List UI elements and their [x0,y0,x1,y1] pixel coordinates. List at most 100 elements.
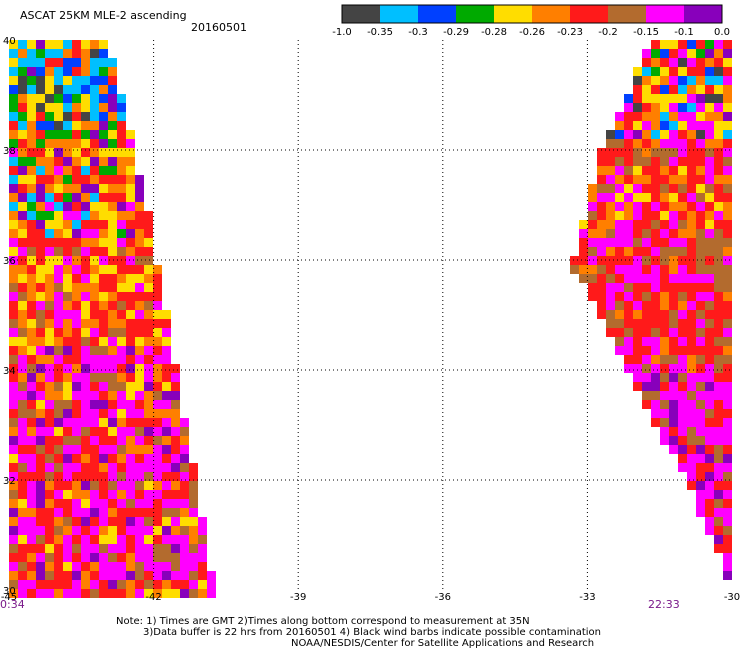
heat-cell [108,463,117,472]
heat-cell [117,409,126,418]
heat-cell [18,247,27,256]
heat-cell [162,409,171,418]
heat-cell [36,427,45,436]
heat-cell [669,328,678,337]
heat-cell [723,67,732,76]
heat-cell [27,130,36,139]
heat-cell [642,94,651,103]
heat-cell [45,337,54,346]
heat-cell [90,445,99,454]
heat-cell [9,67,18,76]
heat-cell [714,463,723,472]
heat-cell [696,274,705,283]
heat-cell [36,346,45,355]
heat-cell [27,508,36,517]
heat-cell [72,400,81,409]
heat-cell [162,535,171,544]
heat-cell [117,211,126,220]
heat-cell [27,562,36,571]
heat-cell [36,139,45,148]
heat-cell [705,427,714,436]
heat-cell [660,328,669,337]
y-tick-label: 38 [3,146,16,157]
heat-cell [642,364,651,373]
heat-cell [117,94,126,103]
heat-cell [81,157,90,166]
heat-cell [36,40,45,49]
heat-cell [9,76,18,85]
heat-cell [162,310,171,319]
heat-cell [81,247,90,256]
heat-cell [81,193,90,202]
heat-cell [171,472,180,481]
heat-cell [54,130,63,139]
heat-cell [714,202,723,211]
heat-cell [9,112,18,121]
heat-cell [27,67,36,76]
heat-cell [714,310,723,319]
heat-cell [678,238,687,247]
heat-cell [651,373,660,382]
y-tick-label: 30 [3,586,16,597]
heat-cell [63,562,72,571]
heat-cell [18,355,27,364]
heat-cell [99,184,108,193]
heat-cell [63,202,72,211]
heat-cell [63,94,72,103]
heat-cell [81,103,90,112]
heat-cell [642,346,651,355]
heat-cell [117,238,126,247]
heat-cell [54,157,63,166]
heat-cell [144,283,153,292]
heat-cell [162,571,171,580]
heat-cell [723,445,732,454]
heat-cell [72,310,81,319]
heat-cell [651,400,660,409]
heat-cell [108,553,117,562]
heat-cell [54,283,63,292]
heat-cell [9,94,18,103]
heat-cell [696,175,705,184]
heat-cell [90,562,99,571]
heat-cell [45,589,54,598]
heat-cell [696,400,705,409]
heat-cell [90,499,99,508]
heat-cell [144,436,153,445]
heat-cell [207,589,216,598]
heat-cell [714,139,723,148]
heat-cell [45,211,54,220]
heat-cell [705,238,714,247]
heat-cell [45,319,54,328]
heat-cell [72,211,81,220]
heat-cell [117,517,126,526]
heat-cell [651,130,660,139]
colorbar-tick-label: -0.2 [598,27,618,38]
heat-cell [63,220,72,229]
heat-cell [99,382,108,391]
heat-cell [144,220,153,229]
heat-cell [18,589,27,598]
heat-cell [27,454,36,463]
heat-cell [651,157,660,166]
heat-cell [144,508,153,517]
heat-cell [678,202,687,211]
heat-cell [18,472,27,481]
heat-cell [207,571,216,580]
heat-cell [117,166,126,175]
heat-cell [18,409,27,418]
heat-cell [108,382,117,391]
heat-cell [54,319,63,328]
heat-cell [135,184,144,193]
heat-cell [45,139,54,148]
heat-cell [9,193,18,202]
heat-cell [72,319,81,328]
heat-cell [135,463,144,472]
heat-cell [651,391,660,400]
heat-cell [171,445,180,454]
heat-cell [54,373,63,382]
heat-cell [642,247,651,256]
heat-cell [144,310,153,319]
heat-cell [36,337,45,346]
heat-cell [135,391,144,400]
heat-cell [9,202,18,211]
